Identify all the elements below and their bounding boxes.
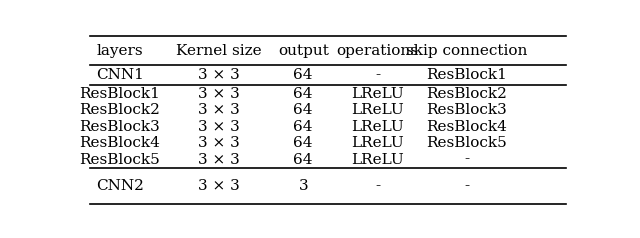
Text: ResBlock3: ResBlock3: [426, 103, 508, 117]
Text: ResBlock5: ResBlock5: [79, 153, 160, 167]
Text: 3 × 3: 3 × 3: [198, 68, 240, 82]
Text: -: -: [464, 179, 470, 193]
Text: 3 × 3: 3 × 3: [198, 179, 240, 193]
Text: LReLU: LReLU: [351, 136, 404, 150]
Text: 3: 3: [298, 179, 308, 193]
Text: CNN1: CNN1: [96, 68, 143, 82]
Text: ResBlock4: ResBlock4: [426, 120, 508, 134]
Text: 64: 64: [294, 103, 313, 117]
Text: CNN2: CNN2: [96, 179, 143, 193]
Text: LReLU: LReLU: [351, 120, 404, 134]
Text: ResBlock1: ResBlock1: [79, 87, 160, 101]
Text: ResBlock1: ResBlock1: [426, 68, 508, 82]
Text: -: -: [375, 179, 380, 193]
Text: LReLU: LReLU: [351, 103, 404, 117]
Text: 64: 64: [294, 68, 313, 82]
Text: LReLU: LReLU: [351, 153, 404, 167]
Text: 3 × 3: 3 × 3: [198, 120, 240, 134]
Text: 64: 64: [294, 87, 313, 101]
Text: ResBlock3: ResBlock3: [79, 120, 160, 134]
Text: LReLU: LReLU: [351, 87, 404, 101]
Text: ResBlock2: ResBlock2: [79, 103, 160, 117]
Text: 64: 64: [294, 120, 313, 134]
Text: ResBlock4: ResBlock4: [79, 136, 160, 150]
Text: -: -: [375, 68, 380, 82]
Text: 3 × 3: 3 × 3: [198, 103, 240, 117]
Text: -: -: [464, 153, 470, 167]
Text: Kernel size: Kernel size: [176, 45, 262, 59]
Text: operations: operations: [337, 45, 419, 59]
Text: 64: 64: [294, 136, 313, 150]
Text: 3 × 3: 3 × 3: [198, 136, 240, 150]
Text: skip connection: skip connection: [406, 45, 527, 59]
Text: 3 × 3: 3 × 3: [198, 87, 240, 101]
Text: ResBlock5: ResBlock5: [426, 136, 508, 150]
Text: output: output: [278, 45, 328, 59]
Text: 64: 64: [294, 153, 313, 167]
Text: layers: layers: [97, 45, 143, 59]
Text: ResBlock2: ResBlock2: [426, 87, 508, 101]
Text: 3 × 3: 3 × 3: [198, 153, 240, 167]
